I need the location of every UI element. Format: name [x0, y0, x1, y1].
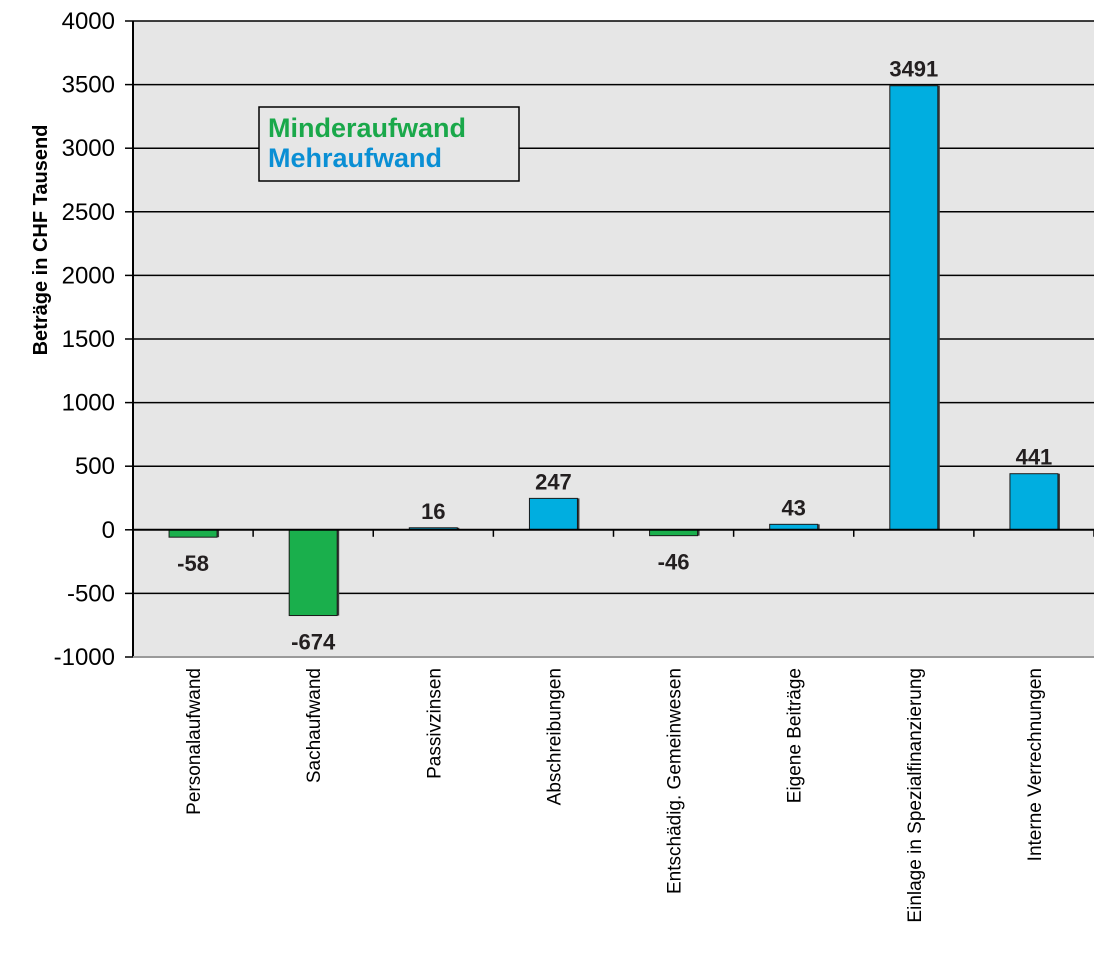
y-tick-label: 3500 [62, 72, 115, 99]
y-tick-label: 2500 [62, 199, 115, 226]
y-tick-label: 3000 [62, 135, 115, 162]
legend-entry-minderaufwand: Minderaufwand [268, 113, 466, 143]
category-label: Einlage in Spezialfinanzierung [905, 668, 926, 923]
data-label: 247 [535, 469, 572, 494]
category-label: Entschädig. Gemeinwesen [665, 668, 686, 894]
y-tick-label: 0 [102, 517, 115, 544]
category-label: Eigene Beiträge [785, 668, 806, 803]
data-label: 441 [1016, 445, 1053, 470]
legend-box [258, 106, 520, 182]
bar-abschreibungen [528, 497, 578, 531]
data-label: -46 [658, 550, 690, 575]
data-label: 43 [781, 495, 805, 520]
category-label: Abschreibungen [544, 668, 565, 805]
category-label: Passivzinsen [424, 668, 445, 779]
legend: Minderaufwand Mehraufwand [258, 106, 520, 182]
legend-entry-mehraufwand: Mehraufwand [268, 143, 442, 173]
axes [132, 21, 1094, 658]
y-tick-label: 2000 [62, 262, 115, 289]
y-tick-label: -500 [67, 580, 115, 607]
data-labels: -58 -674 16 247 -46 43 3491 441 [177, 57, 1052, 655]
data-label: 16 [421, 499, 445, 524]
y-tick-label: 1000 [62, 390, 115, 417]
y-tick-labels: 4000 3500 3000 2500 2000 1500 1000 500 0 -500 -100… [54, 8, 115, 671]
data-label: -674 [291, 630, 336, 655]
y-tick-label: 1500 [62, 326, 115, 353]
category-label: Sachaufwand [304, 668, 325, 783]
y-tick-label: 500 [75, 453, 115, 480]
category-label: Personalaufwand [184, 668, 205, 815]
bar-personalaufwand [168, 529, 218, 538]
data-label: -58 [177, 551, 209, 576]
y-axis-label: Beträge in CHF Tausend [30, 125, 52, 356]
bar-einlage-in-spezialfinanzierung [889, 85, 939, 531]
y-tick-label: 4000 [62, 8, 115, 35]
data-label: 3491 [889, 57, 938, 82]
category-label: Interne Verrechnungen [1025, 668, 1046, 861]
bar-sachaufwand [288, 529, 338, 617]
bars [168, 85, 1060, 617]
y-tick-label: -1000 [54, 644, 115, 671]
category-labels: Personalaufwand Sachaufwand Passivzinsen Ab… [184, 668, 1046, 923]
bar-interne-verrechnungen [1009, 473, 1059, 531]
